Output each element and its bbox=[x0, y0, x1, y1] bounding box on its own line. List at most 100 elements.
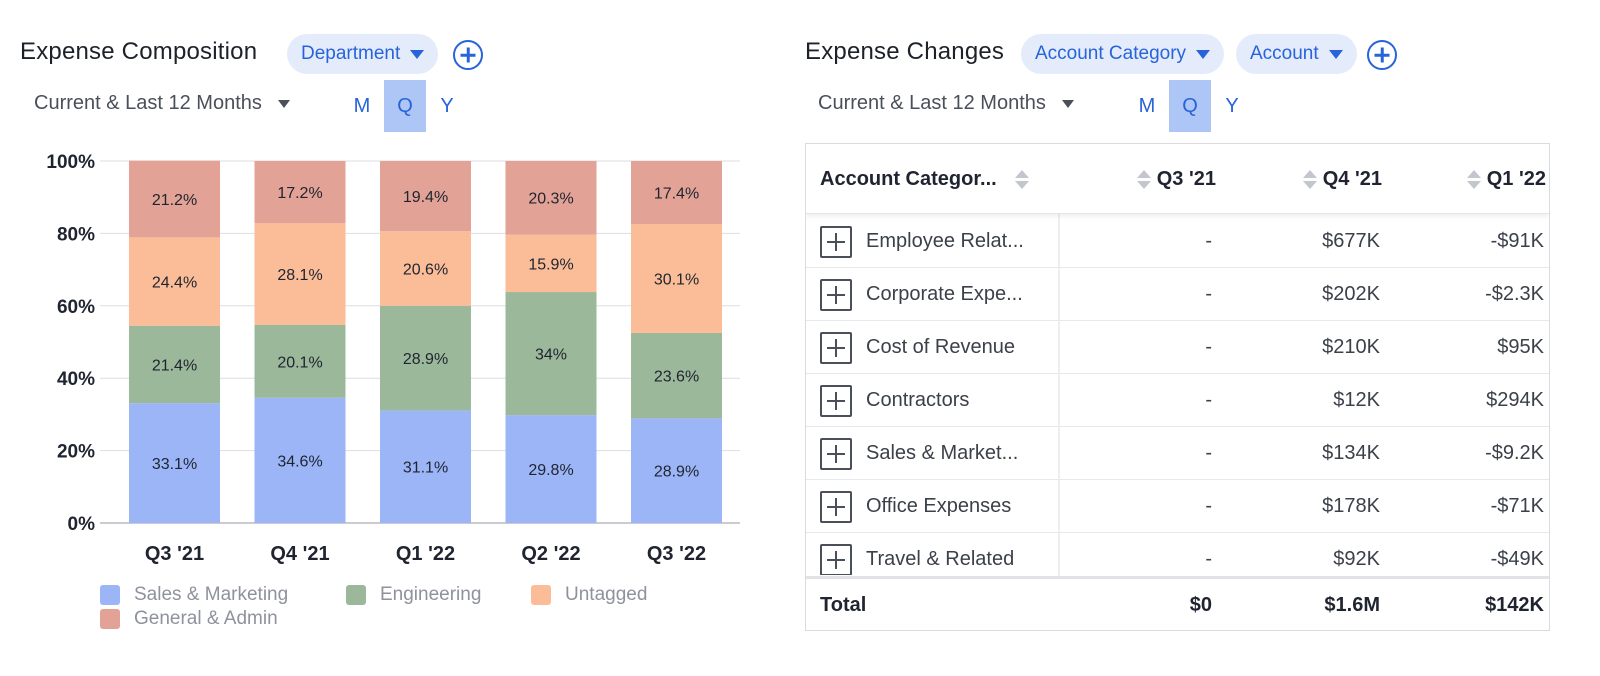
data-label: 28.9% bbox=[654, 464, 699, 481]
column-header-account-category[interactable]: Account Categor... bbox=[820, 144, 1050, 214]
row-label-cell: Sales & Market... bbox=[820, 427, 1056, 480]
data-label: 33.1% bbox=[152, 456, 197, 473]
bar-segment bbox=[254, 223, 346, 325]
table-row[interactable]: Travel & Related - $92K -$49K bbox=[806, 533, 1549, 575]
legend-item[interactable]: General & Admin bbox=[100, 608, 278, 630]
bar-segment bbox=[631, 223, 722, 333]
column-header-q3-21[interactable]: Q3 '21 bbox=[1116, 144, 1216, 214]
row-label: Employee Relat... bbox=[866, 230, 1024, 252]
column-header-label: Q3 '21 bbox=[1156, 167, 1216, 190]
expand-row-icon[interactable] bbox=[820, 384, 852, 417]
data-label: 31.1% bbox=[403, 460, 448, 477]
cell-q4-21: $12K bbox=[1333, 389, 1380, 411]
data-label: 30.1% bbox=[654, 271, 699, 288]
account-category-chip-label: Account Category bbox=[1035, 43, 1187, 64]
legend-item[interactable]: Engineering bbox=[346, 584, 481, 606]
row-label: Contractors bbox=[866, 389, 970, 411]
granularity-quarter-button[interactable]: Q bbox=[1169, 80, 1211, 132]
add-filter-icon[interactable] bbox=[1367, 40, 1397, 70]
expand-row-icon[interactable] bbox=[820, 278, 852, 311]
data-label: 29.8% bbox=[528, 462, 573, 479]
legend-label: Untagged bbox=[565, 584, 648, 605]
cell-q4-21: $178K bbox=[1322, 495, 1380, 517]
data-label: 34% bbox=[535, 347, 567, 364]
bar-segment bbox=[631, 332, 722, 419]
table-row[interactable]: Corporate Expe... - $202K -$2.3K bbox=[806, 268, 1549, 321]
period-select[interactable]: Current & Last 12 Months bbox=[34, 92, 290, 115]
bar-segment bbox=[129, 237, 220, 326]
cell-q1-22: -$2.3K bbox=[1485, 283, 1544, 305]
cell-q1-22: -$91K bbox=[1490, 230, 1544, 252]
total-q1-22: $142K bbox=[1485, 594, 1544, 616]
column-header-label: Q4 '21 bbox=[1322, 167, 1382, 190]
table-body: Employee Relat... - $677K -$91K Corporat… bbox=[806, 215, 1549, 575]
table-row[interactable]: Contractors - $12K $294K bbox=[806, 374, 1549, 427]
expense-changes-table: Account Categor... Q3 '21 Q4 '21 Q1 '22 … bbox=[805, 143, 1550, 631]
granularity-year-button[interactable]: Y bbox=[440, 94, 454, 117]
expand-row-icon[interactable] bbox=[820, 490, 852, 523]
chevron-down-icon bbox=[1061, 99, 1074, 108]
account-category-filter-chip[interactable]: Account Category bbox=[1021, 34, 1225, 74]
bar-segment bbox=[380, 305, 471, 411]
expand-row-icon[interactable] bbox=[820, 437, 852, 470]
column-header-q4-21[interactable]: Q4 '21 bbox=[1276, 144, 1382, 214]
cell-q3-21: - bbox=[1205, 336, 1212, 358]
legend-item[interactable]: Untagged bbox=[531, 584, 647, 606]
period-select[interactable]: Current & Last 12 Months bbox=[818, 92, 1074, 115]
granularity-year-button[interactable]: Y bbox=[1225, 94, 1239, 117]
row-label-cell: Employee Relat... bbox=[820, 215, 1056, 268]
cell-q1-22: $95K bbox=[1497, 336, 1544, 358]
data-label: 28.1% bbox=[277, 267, 322, 284]
data-label: 19.4% bbox=[403, 189, 448, 206]
y-tick-label: 100% bbox=[46, 152, 95, 173]
legend-item[interactable]: Sales & Marketing bbox=[100, 584, 288, 606]
bar-segment bbox=[505, 292, 597, 416]
data-label: 34.6% bbox=[277, 453, 322, 470]
data-label: 24.4% bbox=[152, 275, 197, 292]
table-row[interactable]: Cost of Revenue - $210K $95K bbox=[806, 321, 1549, 374]
y-tick-label: 80% bbox=[57, 224, 95, 245]
bar-segment bbox=[505, 234, 597, 293]
bar-segment bbox=[254, 324, 346, 398]
account-filter-chip[interactable]: Account bbox=[1236, 34, 1357, 74]
table-row[interactable]: Office Expenses - $178K -$71K bbox=[806, 480, 1549, 533]
cell-q1-22: -$49K bbox=[1490, 548, 1544, 570]
row-label-cell: Office Expenses bbox=[820, 480, 1056, 533]
bar-segment bbox=[631, 418, 722, 523]
expense-composition-title: Expense Composition bbox=[20, 38, 258, 65]
legend-label: Sales & Marketing bbox=[134, 584, 289, 605]
table-row[interactable]: Sales & Market... - $134K -$9.2K bbox=[806, 427, 1549, 480]
column-header-q1-22[interactable]: Q1 '22 bbox=[1442, 144, 1546, 214]
expand-row-icon[interactable] bbox=[820, 543, 852, 575]
cell-q4-21: $92K bbox=[1333, 548, 1380, 570]
granularity-month-button[interactable]: M bbox=[1138, 94, 1156, 117]
granularity-quarter-button[interactable]: Q bbox=[384, 80, 426, 132]
expand-row-icon[interactable] bbox=[820, 331, 852, 364]
bar-segment bbox=[129, 403, 220, 523]
cell-q4-21: $210K bbox=[1322, 336, 1380, 358]
account-chip-label: Account bbox=[1250, 43, 1319, 64]
data-label: 15.9% bbox=[528, 256, 573, 273]
chevron-down-icon bbox=[277, 99, 290, 108]
department-filter-chip[interactable]: Department bbox=[287, 34, 439, 74]
cell-q1-22: $294K bbox=[1486, 389, 1544, 411]
sort-icon bbox=[1302, 169, 1317, 189]
row-label: Sales & Market... bbox=[866, 442, 1019, 464]
cell-q4-21: $134K bbox=[1322, 442, 1380, 464]
granularity-month-button[interactable]: M bbox=[353, 94, 371, 117]
cell-q3-21: - bbox=[1205, 230, 1212, 252]
data-label: 28.9% bbox=[403, 351, 448, 368]
bar-segment bbox=[380, 231, 471, 306]
data-label: 17.4% bbox=[654, 185, 699, 202]
row-label-cell: Travel & Related bbox=[820, 533, 1056, 575]
row-label: Travel & Related bbox=[866, 548, 1015, 570]
expand-row-icon[interactable] bbox=[820, 225, 852, 258]
table-row[interactable]: Employee Relat... - $677K -$91K bbox=[806, 215, 1549, 268]
x-tick-label: Q4 '21 bbox=[270, 543, 329, 565]
sort-icon bbox=[1466, 169, 1481, 189]
add-filter-icon[interactable] bbox=[453, 40, 483, 70]
x-tick-label: Q3 '22 bbox=[647, 543, 706, 565]
total-q4-21: $1.6M bbox=[1324, 594, 1380, 616]
bar-segment bbox=[505, 415, 597, 523]
cell-q1-22: -$71K bbox=[1490, 495, 1544, 517]
